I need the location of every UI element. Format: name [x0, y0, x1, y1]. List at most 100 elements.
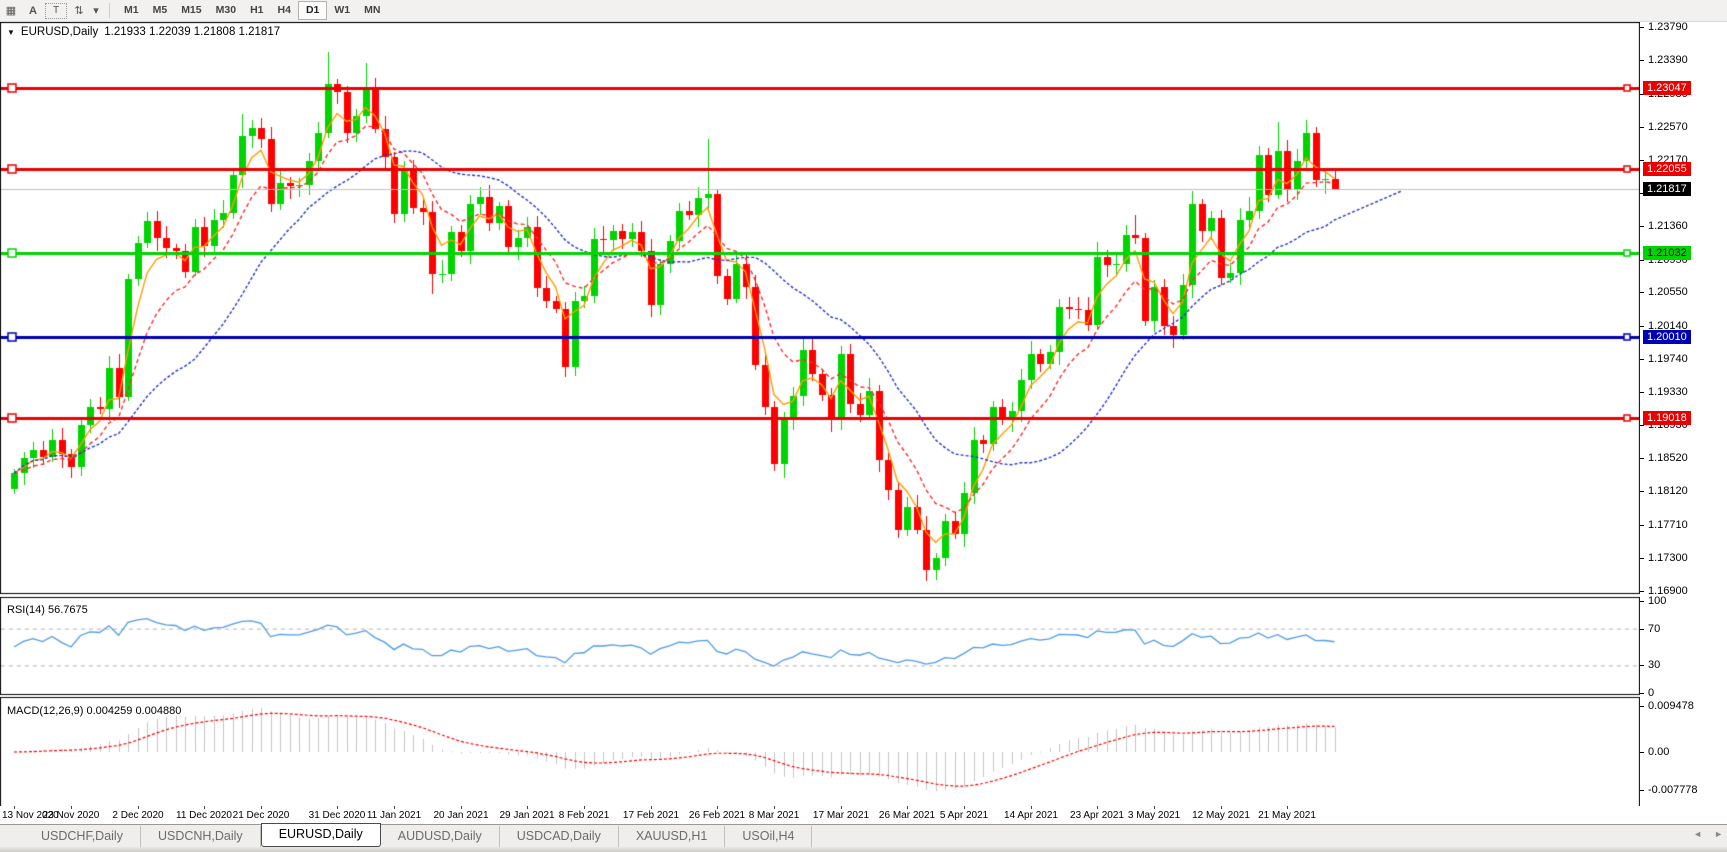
- rsi-tick-label: 70: [1648, 623, 1661, 635]
- rsi-tick-label: 100: [1648, 595, 1667, 607]
- rsi-axis-tick: [1640, 629, 1644, 630]
- date-axis[interactable]: 13 Nov 2020 23 Nov 2020 2 Dec 2020 11 Dec 2…: [0, 806, 1640, 824]
- date-label: 23 Nov 2020: [42, 810, 100, 821]
- bottom-status-strip: [0, 847, 1727, 852]
- toolbar: ▦ A T ⇅ ▾ M1 M5 M15 M30 H1 H4 D1 W1 MN: [0, 0, 1727, 22]
- date-axis-tick: [1221, 806, 1222, 809]
- date-axis-tick: [337, 806, 338, 809]
- chart-tab-audusd[interactable]: AUDUSD,Daily: [381, 825, 500, 847]
- macd-tick-label: 0.00: [1648, 746, 1670, 758]
- price-chart-canvas[interactable]: [0, 22, 1640, 806]
- hline-price-tag: 1.22055: [1643, 162, 1691, 176]
- tab-scroll-left-icon[interactable]: ◄: [1693, 829, 1703, 839]
- text-label-icon[interactable]: T: [45, 2, 67, 19]
- date-axis-tick: [907, 806, 908, 809]
- date-axis-tick: [527, 806, 528, 809]
- price-tick-label: 1.17710: [1648, 519, 1688, 531]
- macd-axis-tick: [1640, 752, 1644, 753]
- date-label: 31 Dec 2020: [308, 810, 366, 821]
- price-tick-label: 1.18120: [1648, 485, 1688, 497]
- macd-label: MACD(12,26,9): [7, 705, 84, 717]
- date-label: 14 Apr 2021: [1004, 810, 1058, 821]
- date-axis-tick: [261, 806, 262, 809]
- hline-price-tag: 1.23047: [1643, 81, 1691, 95]
- price-tick-label: 1.20550: [1648, 286, 1688, 298]
- toolbar-separator: [109, 3, 110, 18]
- date-axis-tick: [1154, 806, 1155, 809]
- price-axis-tick: [1640, 94, 1644, 95]
- chart-tab-xauusd[interactable]: XAUUSD,H1: [619, 825, 726, 847]
- arrows-dropdown-icon[interactable]: ▾: [93, 5, 99, 17]
- hline-price-tag: 1.20010: [1643, 330, 1691, 344]
- price-axis-tick: [1640, 359, 1644, 360]
- rsi-tick-label: 0: [1648, 687, 1655, 699]
- grid-tool-icon[interactable]: ▦: [5, 5, 17, 17]
- date-axis-tick: [651, 806, 652, 809]
- chart-tab-usoil[interactable]: USOil,H4: [725, 825, 813, 847]
- date-axis-tick: [394, 806, 395, 809]
- date-axis-tick: [461, 806, 462, 809]
- price-tick-label: 1.18520: [1648, 452, 1688, 464]
- price-axis-tick: [1640, 491, 1644, 492]
- timeframe-button-h4[interactable]: H4: [277, 4, 291, 16]
- timeframe-button-mn[interactable]: MN: [364, 4, 381, 16]
- date-label: 8 Mar 2021: [748, 810, 800, 821]
- rsi-value: 56.7675: [47, 604, 88, 616]
- chart-tab-usdchf[interactable]: USDCHF,Daily: [24, 825, 141, 847]
- date-label: 29 Jan 2021: [499, 810, 555, 821]
- date-label: 26 Feb 2021: [688, 810, 746, 821]
- date-axis-tick: [1031, 806, 1032, 809]
- date-label: 8 Feb 2021: [558, 810, 610, 821]
- date-label: 13 Nov 2020: [2, 810, 59, 821]
- timeframe-button-m15[interactable]: M15: [181, 4, 202, 16]
- tab-scroll-arrows: ◄ ►: [1693, 829, 1723, 839]
- price-axis-tick: [1640, 193, 1644, 194]
- chart-tab-usdcnh[interactable]: USDCNH,Daily: [141, 825, 261, 847]
- timeframe-button-m1[interactable]: M1: [124, 4, 139, 16]
- tab-scroll-right-icon[interactable]: ►: [1714, 829, 1723, 839]
- hline-price-tag: 1.21032: [1643, 246, 1691, 260]
- date-label: 3 May 2021: [1127, 810, 1181, 821]
- macd-caption: MACD(12,26,9) 0.004259 0.004880: [7, 705, 181, 717]
- date-label: 23 Apr 2021: [1070, 810, 1124, 821]
- date-axis-tick: [841, 806, 842, 809]
- price-tick-label: 1.20140: [1648, 320, 1688, 332]
- macd-axis-tick: [1640, 790, 1644, 791]
- timeframe-button-d1[interactable]: D1: [297, 1, 328, 20]
- price-tick-label: 1.23390: [1648, 54, 1688, 66]
- price-axis-tick: [1640, 127, 1644, 128]
- rsi-caption: RSI(14) 56.7675: [7, 604, 88, 616]
- date-axis-tick: [138, 806, 139, 809]
- chart-tab-eurusd[interactable]: EURUSD,Daily: [260, 823, 381, 847]
- price-tick-label: 1.22570: [1648, 121, 1688, 133]
- timeframe-button-w1[interactable]: W1: [334, 4, 351, 16]
- rsi-tick-label: 30: [1648, 659, 1661, 671]
- macd-tick-label: 0.009478: [1648, 700, 1694, 712]
- price-axis[interactable]: 1.237901.233901.229801.225701.221701.217…: [1640, 21, 1727, 824]
- macd-axis-tick: [1640, 706, 1644, 707]
- hline-price-tag: 1.19018: [1643, 411, 1691, 425]
- date-axis-tick: [14, 806, 15, 809]
- symbol-dropdown-icon[interactable]: ▼: [7, 27, 15, 37]
- date-axis-tick: [71, 806, 72, 809]
- date-label: 2 Dec 2020: [112, 810, 164, 821]
- timeframe-button-m30[interactable]: M30: [215, 4, 237, 16]
- chart-tab-usdcad[interactable]: USDCAD,Daily: [500, 825, 619, 847]
- price-tick-label: 1.19740: [1648, 353, 1688, 365]
- price-tick-label: 1.16900: [1648, 585, 1688, 597]
- price-axis-tick: [1640, 558, 1644, 559]
- date-axis-tick: [717, 806, 718, 809]
- macd-tick-label: -0.007778: [1648, 784, 1698, 796]
- rsi-axis-tick: [1640, 693, 1644, 694]
- price-tick-label: 1.17300: [1648, 552, 1688, 564]
- rsi-axis-tick: [1640, 665, 1644, 666]
- date-axis-tick: [584, 806, 585, 809]
- timeframe-button-h1[interactable]: H1: [250, 4, 264, 16]
- price-tick-label: 1.19330: [1648, 386, 1688, 398]
- current-price-tag: 1.21817: [1643, 182, 1691, 196]
- arrows-tool-icon[interactable]: ⇅: [74, 5, 84, 17]
- price-axis-tick: [1640, 458, 1644, 459]
- text-annotation-icon[interactable]: A: [29, 4, 37, 17]
- timeframe-button-m5[interactable]: M5: [152, 4, 168, 16]
- price-axis-tick: [1640, 160, 1644, 161]
